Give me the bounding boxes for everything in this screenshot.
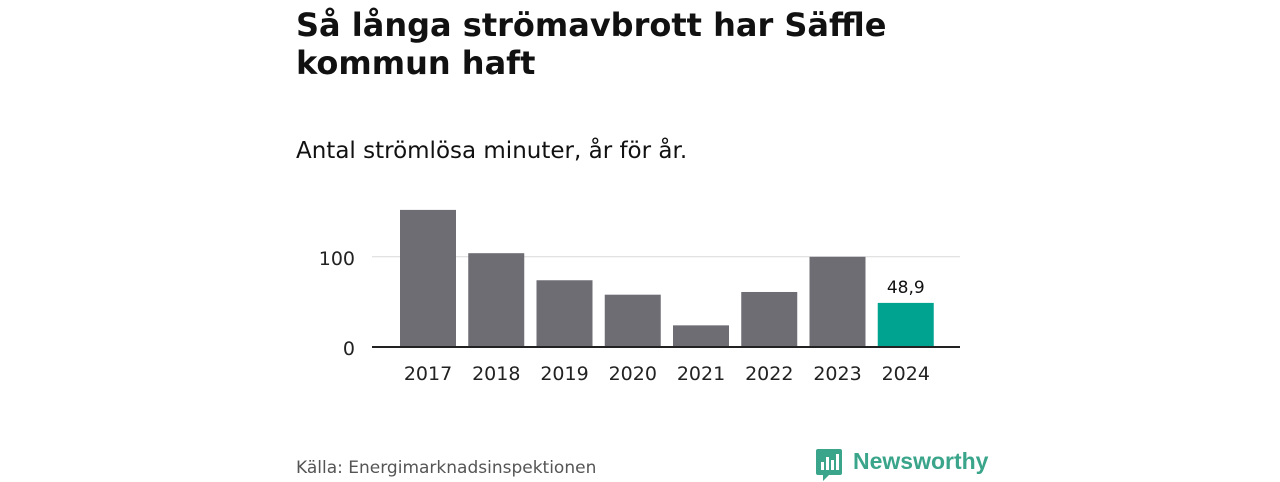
source-note: Källa: Energimarknadsinspektionen	[296, 458, 597, 478]
bar-2024	[877, 302, 934, 347]
x-tick-label: 2023	[813, 363, 861, 385]
x-tick-label: 2021	[677, 363, 725, 385]
bar-2022	[741, 291, 798, 347]
bar-2020	[604, 294, 661, 347]
brand-name: Newsworthy	[853, 448, 989, 474]
x-tick-label: 2022	[745, 363, 793, 385]
bar-2021	[673, 325, 729, 347]
chart-title: Så långa strömavbrott har Säffle kommun …	[296, 6, 887, 82]
x-tick-label: 2017	[404, 363, 452, 385]
x-tick-label: 2020	[609, 363, 657, 385]
bar-2018	[468, 253, 525, 347]
bar-2023	[809, 256, 866, 347]
bar-2019	[536, 280, 593, 347]
x-tick-label: 2018	[472, 363, 520, 385]
bar-2017	[400, 209, 456, 347]
y-tick-label: 0	[343, 338, 355, 360]
bar-chart: 0 100 2017 2018 2019 2020 2021 2022 2023 2024 48,9	[319, 209, 960, 385]
x-tick-label: 2019	[540, 363, 588, 385]
data-label: 48,9	[887, 278, 925, 298]
y-tick-label: 100	[319, 248, 355, 270]
newsworthy-logo-icon	[816, 449, 842, 481]
chart-subtitle: Antal strömlösa minuter, år för år.	[296, 138, 688, 164]
x-tick-label: 2024	[882, 363, 930, 385]
